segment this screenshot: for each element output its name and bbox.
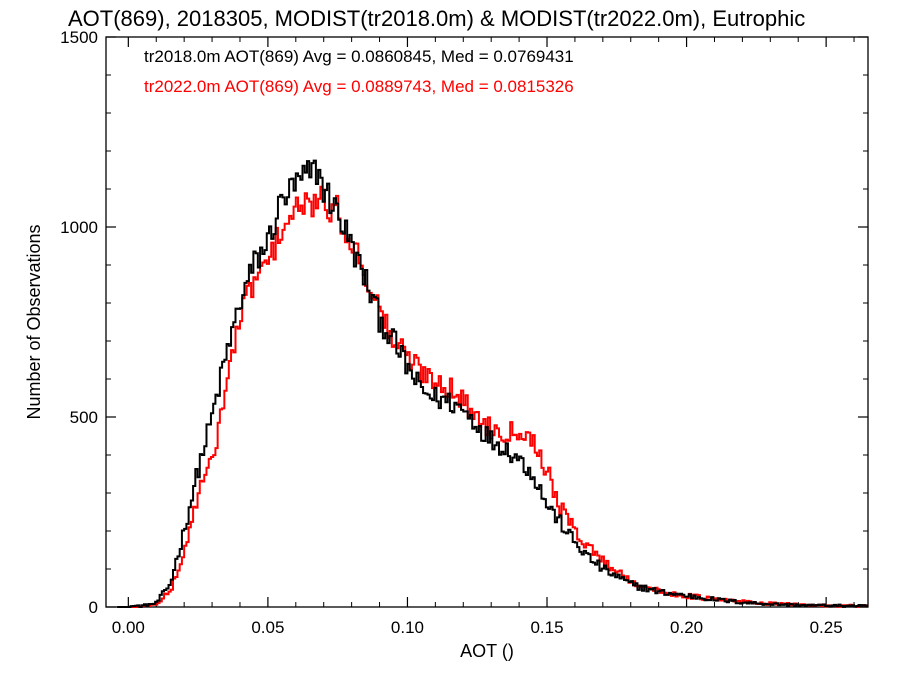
y-tick-label-0: 0 (89, 598, 98, 617)
legend-entry-tr2022: tr2022.0m AOT(869) Avg = 0.0889743, Med … (144, 77, 574, 96)
x-tick-label-0: 0.00 (112, 618, 145, 637)
legend-entry-tr2018: tr2018.0m AOT(869) Avg = 0.0860845, Med … (144, 47, 574, 66)
series-line-tr2018.0m (117, 159, 869, 608)
x-tick-label-3: 0.15 (530, 618, 563, 637)
series-line-tr2022.0m (117, 185, 869, 608)
x-tick-label-5: 0.25 (810, 618, 843, 637)
legend: tr2018.0m AOT(869) Avg = 0.0860845, Med … (144, 47, 574, 96)
axis-ticks: 0.00 0.05 0.10 0.15 0.20 0.25 0 500 1000 1500 (60, 28, 868, 637)
x-tick-label-1: 0.05 (251, 618, 284, 637)
y-tick-label-3: 1500 (60, 28, 98, 47)
y-tick-label-2: 1000 (60, 218, 98, 237)
x-axis-label: AOT () (460, 641, 514, 661)
series-layer (117, 159, 869, 608)
y-tick-label-1: 500 (70, 408, 98, 427)
x-tick-label-4: 0.20 (670, 618, 703, 637)
chart-title: AOT(869), 2018305, MODIST(tr2018.0m) & M… (68, 6, 805, 31)
plot-frame (105, 36, 869, 608)
y-axis-label: Number of Observations (24, 224, 44, 419)
x-tick-label-2: 0.10 (391, 618, 424, 637)
